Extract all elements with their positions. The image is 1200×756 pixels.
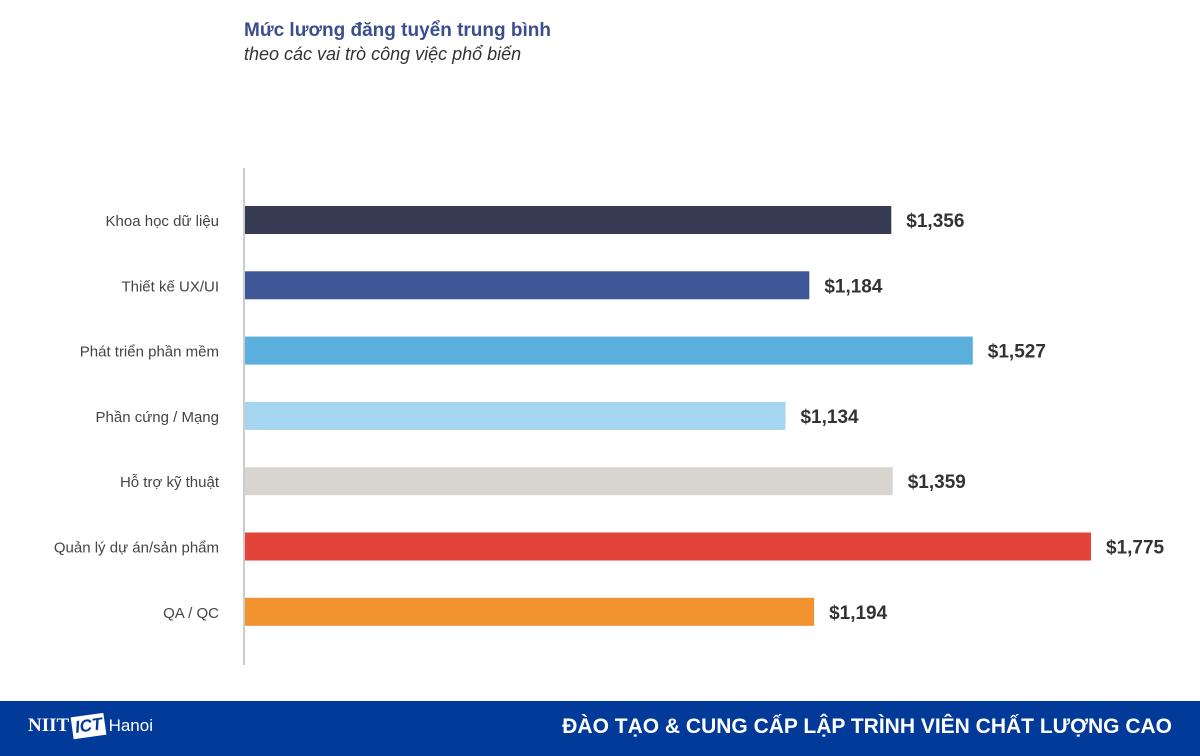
category-label: Phần cứng / Mạng xyxy=(96,409,219,426)
category-label: Khoa học dữ liệu xyxy=(106,213,219,230)
bar xyxy=(245,401,786,430)
chart-subtitle: theo các vai trò công việc phổ biến xyxy=(244,44,522,64)
bar xyxy=(245,336,973,365)
logo-niit: NIIT xyxy=(28,715,70,736)
data-label: $1,194 xyxy=(829,603,888,624)
category-label: Phát triển phần mềm xyxy=(80,344,219,361)
chart-title: Mức lương đăng tuyển trung bình xyxy=(244,20,551,41)
category-label: Quản lý dự án/sản phẩm xyxy=(54,540,219,557)
niit-ict-logo: NIIT ICT Hanoi xyxy=(28,712,153,740)
category-label: QA / QC xyxy=(163,605,219,622)
data-label: $1,356 xyxy=(906,211,964,232)
logo-ict: ICT xyxy=(70,712,107,740)
bar xyxy=(245,597,815,626)
bar xyxy=(245,532,1091,561)
category-label: Hỗ trợ kỹ thuật xyxy=(120,474,220,491)
data-label: $1,775 xyxy=(1106,538,1165,559)
data-label: $1,134 xyxy=(800,407,859,428)
data-label: $1,527 xyxy=(988,342,1046,363)
slogan: ĐÀO TẠO & CUNG CẤP LẬP TRÌNH VIÊN CHẤT L… xyxy=(562,715,1172,738)
bar xyxy=(245,271,810,300)
logo-city: Hanoi xyxy=(108,716,153,735)
bar xyxy=(245,206,892,234)
data-label: $1,184 xyxy=(824,276,883,297)
bar xyxy=(245,467,893,496)
bar-chart: Khoa học dữ liệu $1,356 Thiết kế UX/UI $1,1… xyxy=(54,168,1165,665)
data-label: $1,359 xyxy=(908,472,966,493)
footer-banner: NIIT ICT Hanoi ĐÀO TẠO & CUNG CẤP LẬP TR… xyxy=(0,701,1200,756)
category-label: Thiết kế UX/UI xyxy=(121,278,219,295)
